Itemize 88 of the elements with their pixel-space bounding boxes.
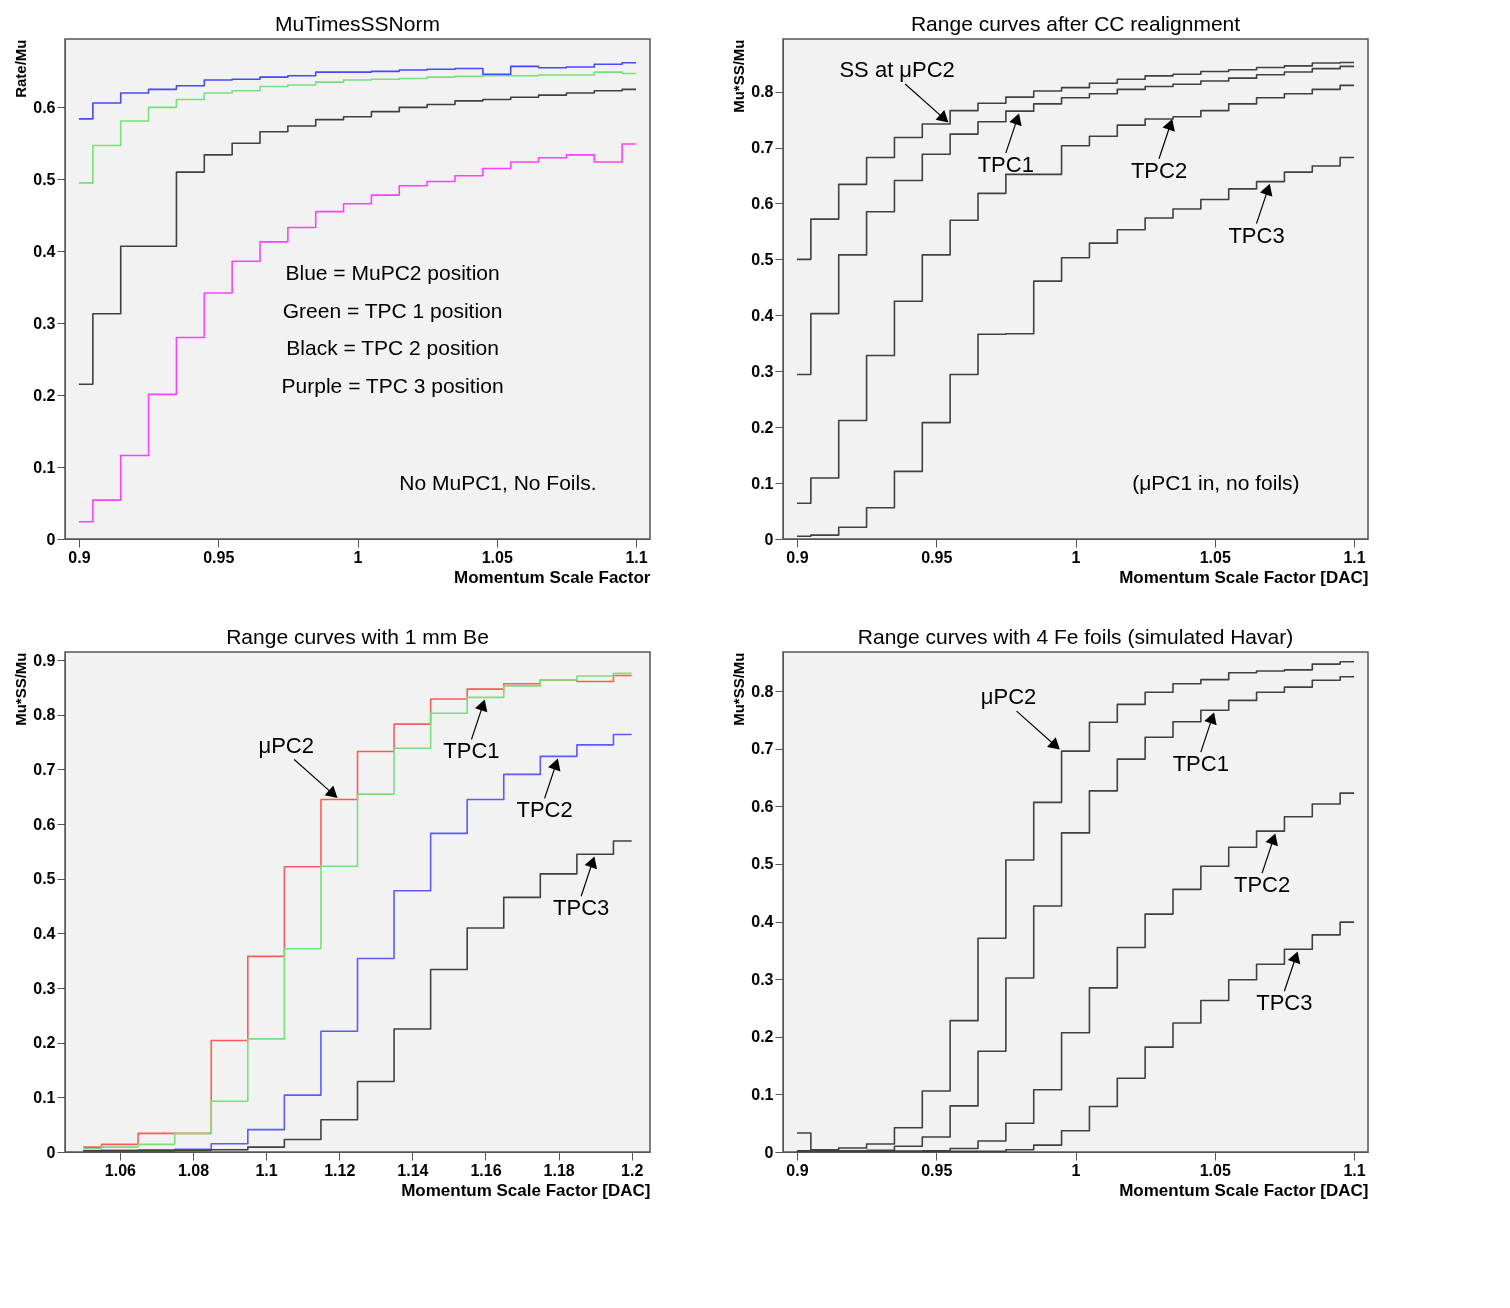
x-tick-label: 1.05 bbox=[481, 548, 513, 566]
x-tick-label: 1 bbox=[1071, 548, 1081, 566]
x-tick-label: 0.95 bbox=[203, 548, 235, 566]
y-tick-label: 0 bbox=[764, 530, 774, 548]
annotation: (μPC1 in, no foils) bbox=[1132, 471, 1300, 494]
x-tick-label: 1.05 bbox=[1199, 1161, 1231, 1179]
y-tick-label: 0.4 bbox=[751, 913, 774, 931]
y-tick-label: 0.1 bbox=[751, 1085, 774, 1103]
annotation: TPC1 bbox=[1172, 751, 1229, 777]
x-tick-label: 1 bbox=[1071, 1161, 1081, 1179]
y-tick-label: 0.6 bbox=[33, 815, 56, 833]
y-tick-label: 0.2 bbox=[751, 418, 774, 436]
y-axis-title: Mu*SS/Mu bbox=[12, 652, 30, 726]
x-tick-label: 1.2 bbox=[621, 1161, 644, 1179]
y-tick-label: 0.5 bbox=[33, 170, 56, 188]
y-tick-label: 0.7 bbox=[33, 760, 56, 778]
x-tick-label: 0.9 bbox=[786, 1161, 809, 1179]
y-tick-label: 0.3 bbox=[751, 362, 774, 380]
chart-title: Range curves with 1 mm Be bbox=[226, 625, 489, 648]
y-tick-label: 0 bbox=[46, 1143, 56, 1161]
x-tick-label: 1.16 bbox=[470, 1161, 502, 1179]
chart-title: MuTimesSSNorm bbox=[275, 12, 440, 35]
x-tick-label: 0.95 bbox=[921, 1161, 953, 1179]
annotation: TPC1 bbox=[443, 738, 500, 764]
y-tick-label: 0.5 bbox=[33, 870, 56, 888]
y-tick-label: 0.6 bbox=[33, 98, 56, 116]
y-tick-label: 0.8 bbox=[751, 83, 774, 101]
x-tick-label: 1.06 bbox=[104, 1161, 137, 1179]
y-tick-label: 0 bbox=[46, 530, 56, 548]
x-tick-label: 0.95 bbox=[921, 548, 953, 566]
x-tick-label: 1 bbox=[353, 548, 363, 566]
y-tick-label: 0.2 bbox=[33, 386, 56, 404]
x-tick-label: 1.1 bbox=[1343, 1161, 1366, 1179]
x-tick-label: 1.18 bbox=[543, 1161, 575, 1179]
x-tick-label: 1.08 bbox=[177, 1161, 210, 1179]
y-tick-label: 0 bbox=[764, 1143, 774, 1161]
y-tick-label: 0.1 bbox=[751, 474, 774, 492]
annotation: Blue = MuPC2 position bbox=[285, 261, 500, 284]
y-axis-title: Rate/Mu bbox=[12, 39, 30, 98]
y-tick-label: 0.7 bbox=[751, 139, 774, 156]
x-axis-title: Momentum Scale Factor [DAC] bbox=[1119, 567, 1369, 587]
x-tick-label: 1.1 bbox=[1343, 548, 1366, 566]
x-tick-label: 1.12 bbox=[324, 1161, 356, 1179]
y-axis-title: Mu*SS/Mu bbox=[730, 652, 748, 726]
y-tick-label: 0.6 bbox=[751, 194, 774, 212]
y-tick-label: 0.7 bbox=[751, 740, 774, 758]
annotation: TPC1 bbox=[977, 152, 1034, 178]
y-tick-label: 0.8 bbox=[751, 682, 774, 700]
x-tick-label: 1.05 bbox=[1199, 548, 1231, 566]
x-axis-title: Momentum Scale Factor [DAC] bbox=[401, 1180, 651, 1200]
x-tick-label: 1.1 bbox=[625, 548, 648, 566]
annotation: SS at μPC2 bbox=[839, 57, 955, 83]
annotation: Black = TPC 2 position bbox=[286, 336, 499, 359]
x-tick-label: 0.9 bbox=[68, 548, 91, 566]
y-tick-label: 0.8 bbox=[33, 706, 56, 724]
y-tick-label: 0.3 bbox=[33, 314, 56, 332]
y-tick-label: 0.6 bbox=[751, 797, 774, 815]
y-tick-label: 0.1 bbox=[33, 458, 56, 476]
y-tick-label: 0.4 bbox=[33, 924, 56, 942]
annotation: Green = TPC 1 position bbox=[282, 298, 503, 322]
chart-title: Range curves after CC realignment bbox=[910, 12, 1241, 35]
annotation: TPC2 bbox=[516, 797, 573, 823]
annotation: TPC2 bbox=[1130, 157, 1188, 183]
y-axis-title: Mu*SS/Mu bbox=[730, 39, 748, 113]
annotation: μPC2 bbox=[980, 684, 1037, 710]
y-tick-label: 0.3 bbox=[33, 979, 56, 997]
y-tick-label: 0.2 bbox=[33, 1034, 56, 1052]
x-tick-label: 0.9 bbox=[786, 548, 809, 566]
y-tick-label: 0.1 bbox=[33, 1088, 56, 1106]
annotation: TPC3 bbox=[553, 895, 610, 921]
annotation: μPC2 bbox=[258, 732, 314, 758]
y-tick-label: 0.5 bbox=[751, 250, 774, 268]
x-axis-title: Momentum Scale Factor bbox=[454, 567, 651, 587]
annotation: TPC2 bbox=[1233, 872, 1291, 898]
y-tick-label: 0.3 bbox=[751, 970, 774, 988]
x-tick-label: 1.14 bbox=[397, 1161, 429, 1179]
y-tick-label: 0.4 bbox=[751, 306, 774, 324]
annotation: TPC3 bbox=[1256, 990, 1313, 1016]
chart-title: Range curves with 4 Fe foils (simulated Havar) bbox=[857, 625, 1294, 648]
y-tick-label: 0.9 bbox=[33, 651, 56, 669]
annotation: No MuPC1, No Foils. bbox=[399, 471, 597, 494]
x-tick-label: 1.1 bbox=[255, 1161, 278, 1179]
y-tick-label: 0.2 bbox=[751, 1028, 774, 1046]
annotation: TPC3 bbox=[1228, 222, 1285, 248]
x-axis-title: Momentum Scale Factor [DAC] bbox=[1119, 1180, 1369, 1200]
y-tick-label: 0.5 bbox=[751, 855, 774, 873]
annotation: Purple = TPC 3 position bbox=[281, 373, 504, 397]
y-tick-label: 0.4 bbox=[33, 242, 56, 260]
